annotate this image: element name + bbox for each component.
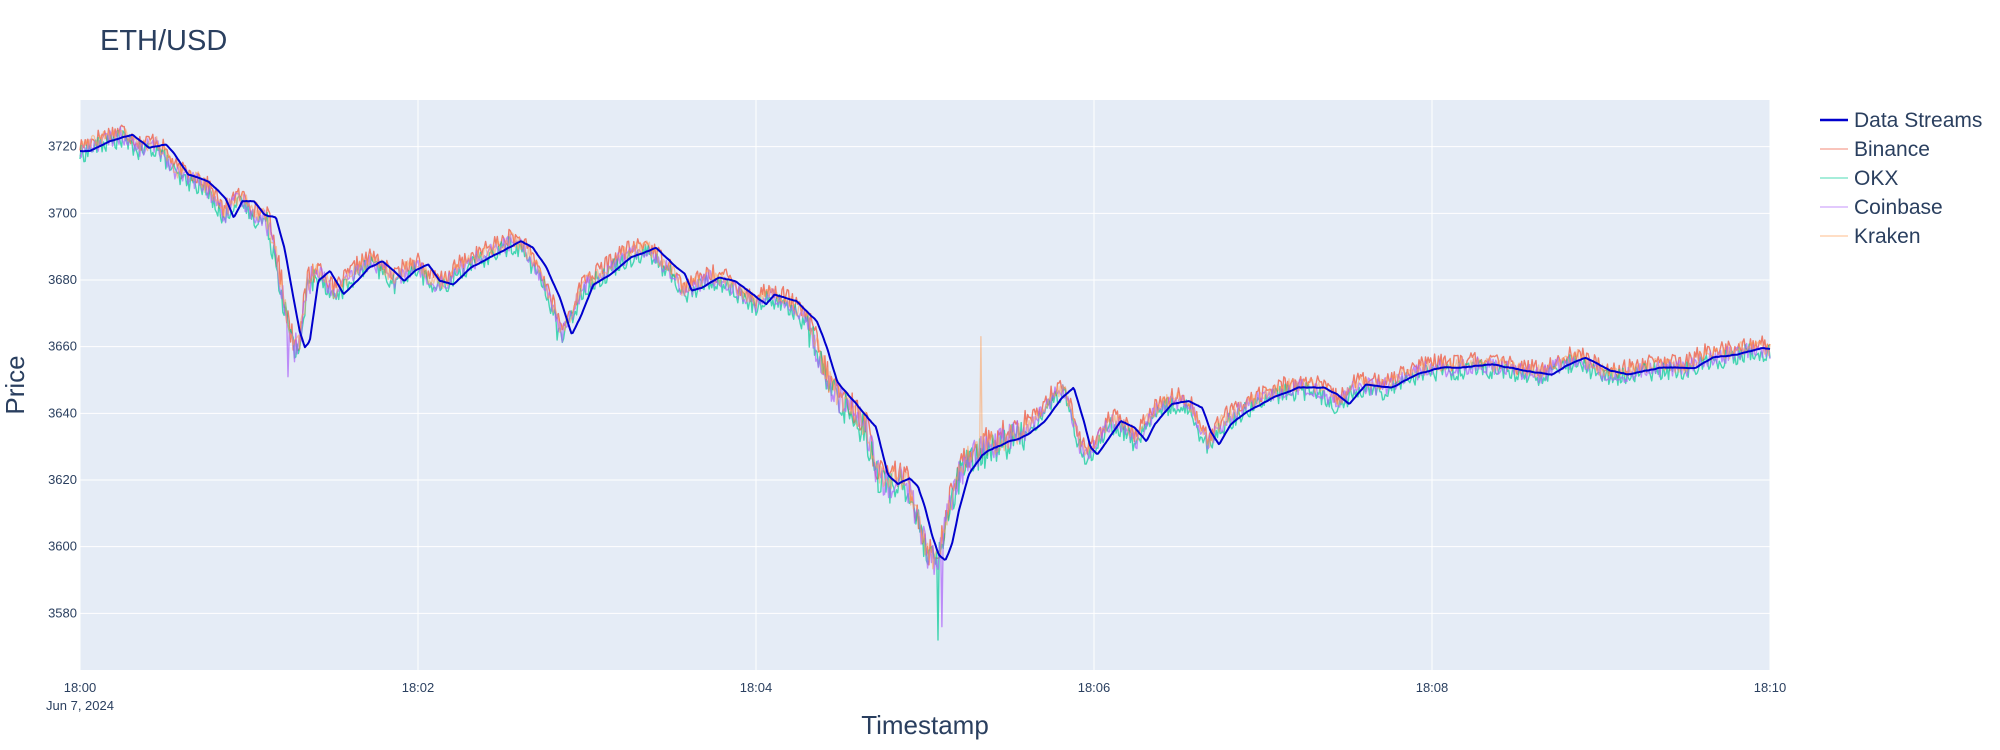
x-tick-label: 18:00 xyxy=(64,680,97,695)
gridlines xyxy=(79,100,1771,670)
legend-label: Binance xyxy=(1854,138,1930,161)
y-tick-label: 3660 xyxy=(48,339,77,354)
y-tick-label: 3680 xyxy=(48,272,77,287)
x-axis-title: Timestamp xyxy=(861,710,989,740)
series-line-coinbase xyxy=(79,126,1771,628)
x-tick-label: 18:04 xyxy=(740,680,773,695)
legend-label: Kraken xyxy=(1854,225,1921,248)
y-tick-label: 3620 xyxy=(48,472,77,487)
y-axis-title: Price xyxy=(0,355,30,414)
legend-item-okx[interactable]: OKX xyxy=(1820,167,1898,190)
legend[interactable]: Data Streams Binance OKX Coinbase Kraken xyxy=(1820,109,1982,248)
legend-label: Coinbase xyxy=(1854,196,1943,219)
x-tick-label: 18:08 xyxy=(1416,680,1449,695)
chart-title: ETH/USD xyxy=(100,25,227,57)
x-tick-label: 18:06 xyxy=(1078,680,1111,695)
legend-label: Data Streams xyxy=(1854,109,1982,132)
y-axis-ticks: 3580 3600 3620 3640 3660 3680 3700 3720 xyxy=(48,139,77,621)
legend-item-data-streams[interactable]: Data Streams xyxy=(1820,109,1982,132)
y-tick-label: 3720 xyxy=(48,139,77,154)
series-line-kraken xyxy=(79,128,1771,570)
x-tick-label: 18:10 xyxy=(1754,680,1787,695)
y-tick-label: 3580 xyxy=(48,605,77,620)
x-axis-ticks: 18:00 Jun 7, 2024 18:02 18:04 18:06 18:08 18:1… xyxy=(46,680,1786,713)
legend-item-kraken[interactable]: Kraken xyxy=(1820,225,1921,248)
y-tick-label: 3600 xyxy=(48,539,77,554)
legend-label: OKX xyxy=(1854,167,1898,190)
x-tick-sublabel: Jun 7, 2024 xyxy=(46,698,114,713)
series-line-data-streams xyxy=(79,133,1771,561)
series-lines xyxy=(79,124,1771,641)
legend-item-coinbase[interactable]: Coinbase xyxy=(1820,196,1943,219)
x-tick-label: 18:02 xyxy=(402,680,435,695)
y-tick-label: 3700 xyxy=(48,205,77,220)
plot-area xyxy=(80,100,1770,670)
y-tick-label: 3640 xyxy=(48,405,77,420)
legend-item-binance[interactable]: Binance xyxy=(1820,138,1930,161)
